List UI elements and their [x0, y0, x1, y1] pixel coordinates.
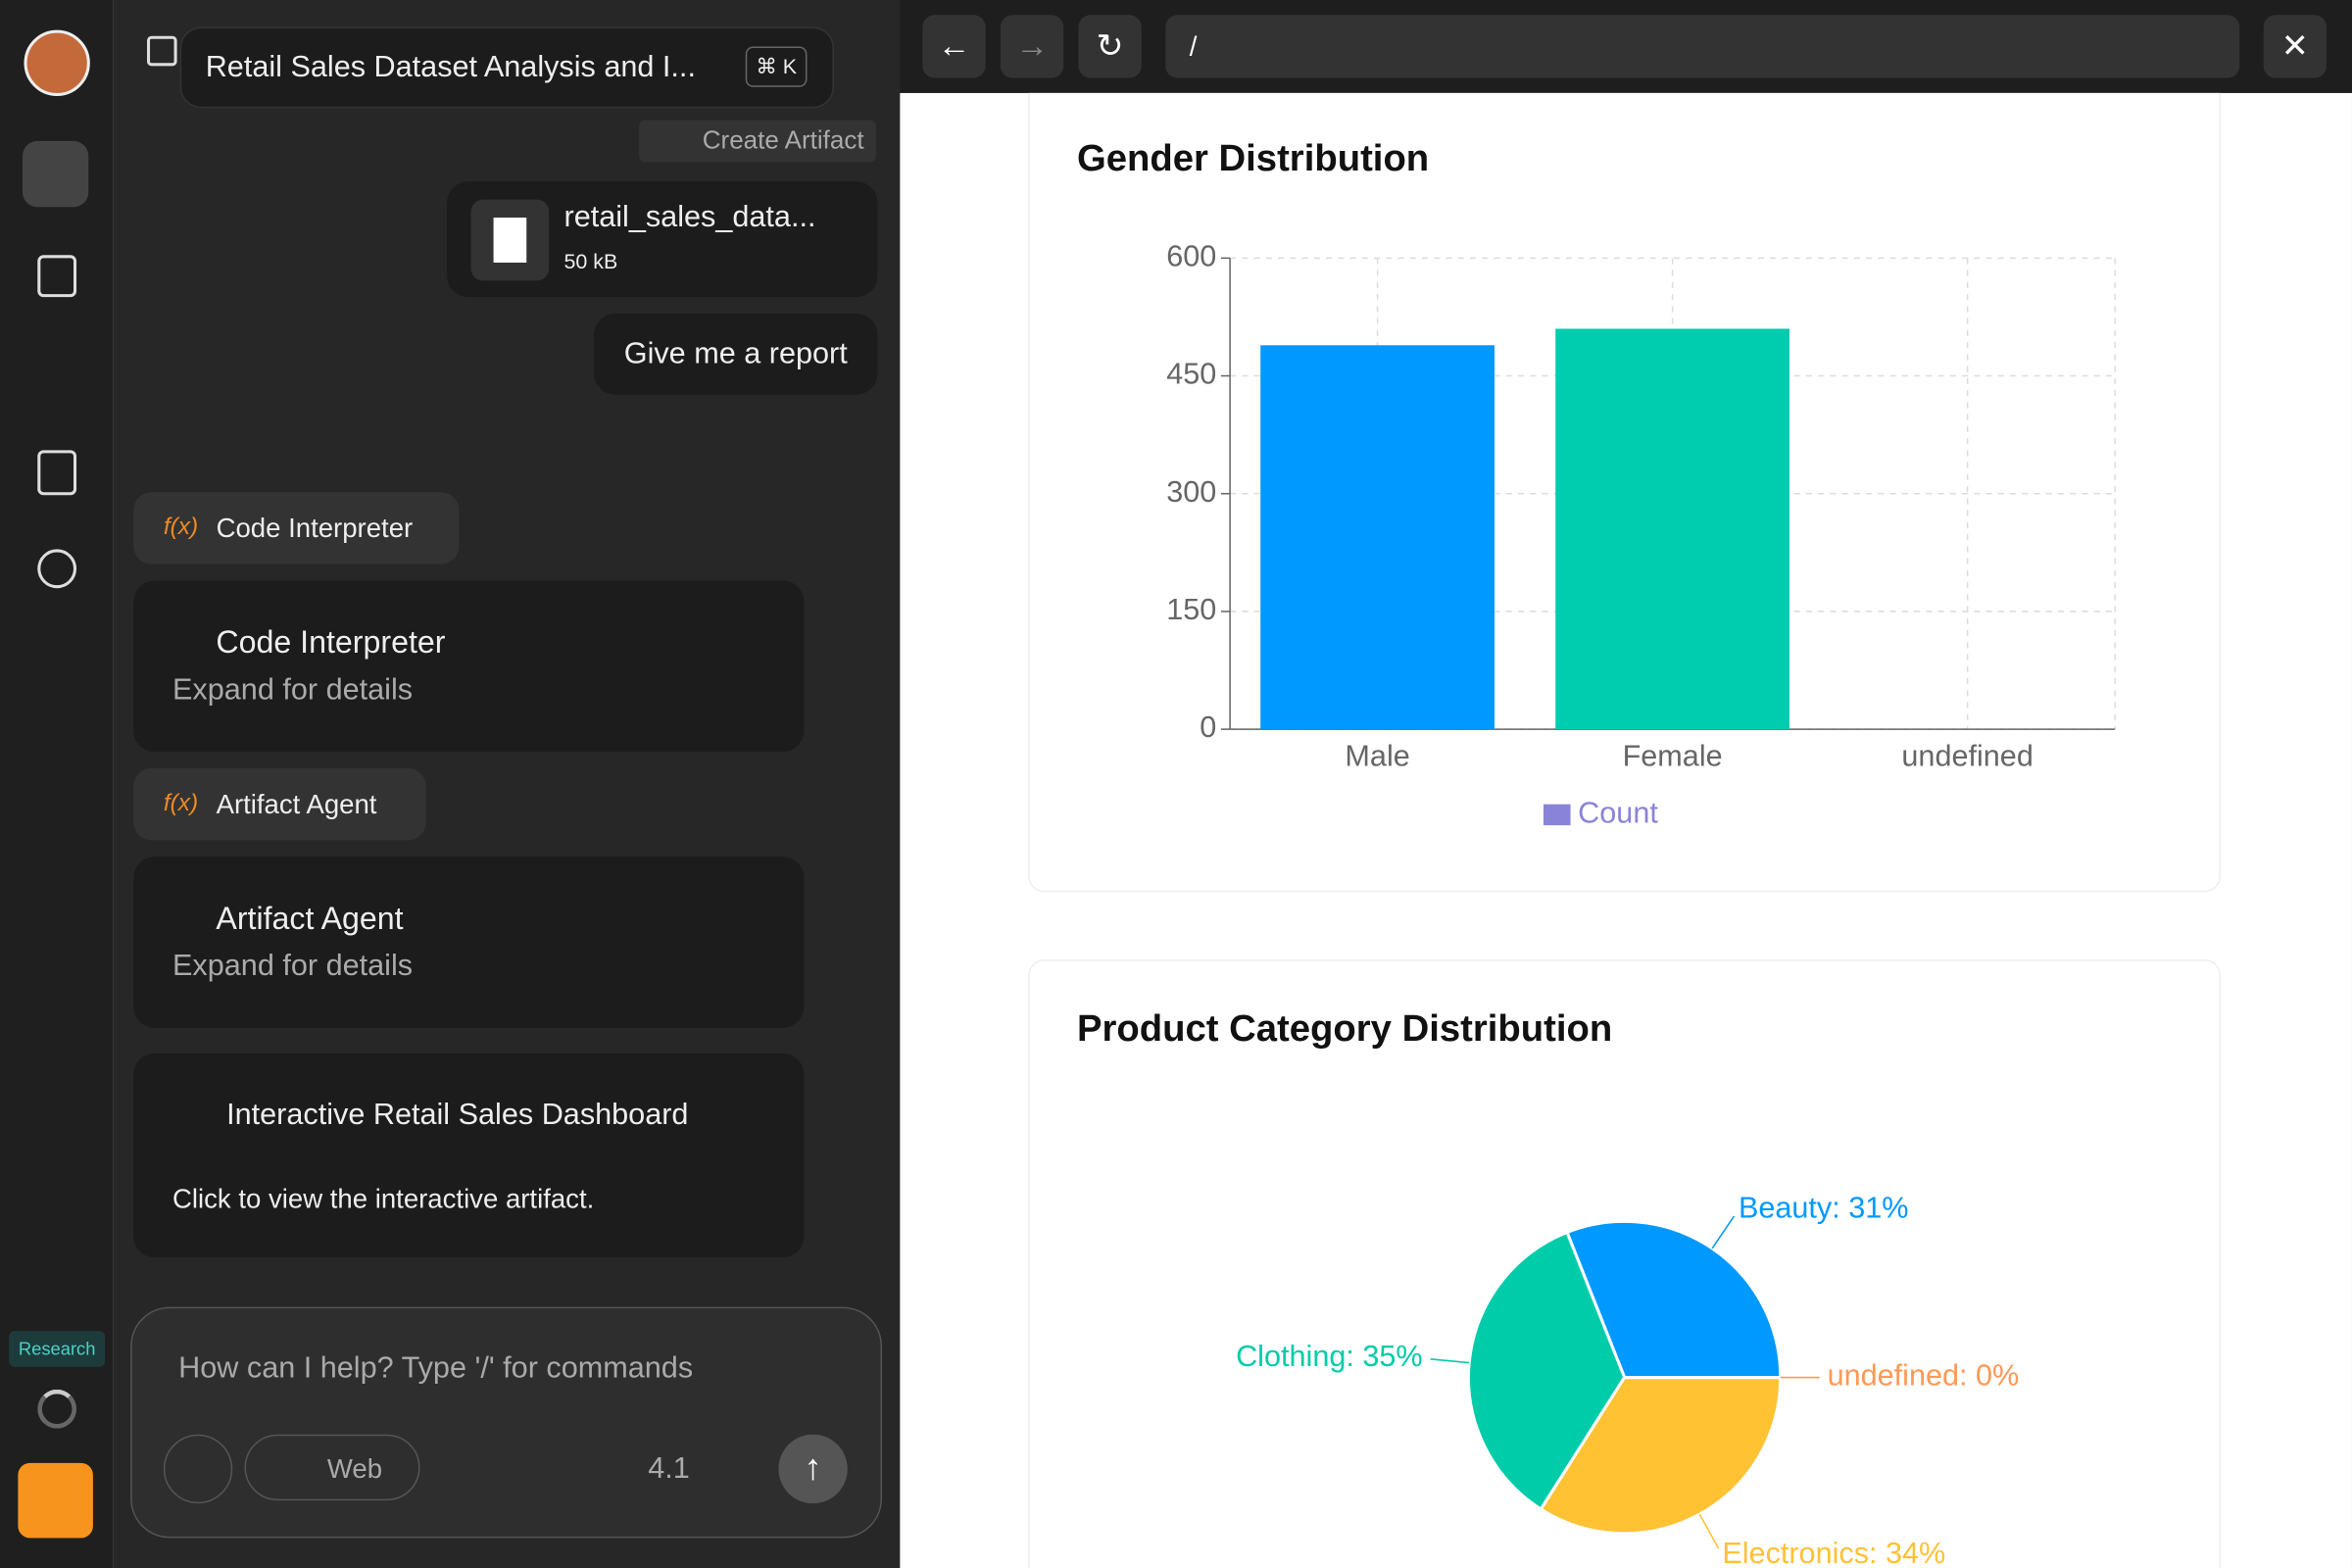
slice-label: Beauty: 31%	[1739, 1191, 1909, 1224]
artifact-title: Interactive Retail Sales Dashboard	[226, 1098, 689, 1132]
create-artifact[interactable]: Create Artifact	[639, 120, 876, 163]
shortcut: ⌘ K	[745, 46, 808, 87]
tool-tag: f(x) Artifact Agent	[133, 767, 426, 841]
file-glyph	[493, 218, 527, 263]
reload-button[interactable]: ↻	[1078, 15, 1142, 78]
tool-tag: f(x) Code Interpreter	[133, 492, 460, 564]
attach-button[interactable]	[163, 1434, 233, 1504]
tool-title: Code Interpreter	[216, 625, 446, 661]
web-button[interactable]: Web	[244, 1434, 420, 1501]
toggle-icon[interactable]	[146, 35, 177, 67]
y-tick-label: 300	[1166, 475, 1216, 509]
sidebar: Research	[0, 0, 115, 1568]
bar	[1555, 328, 1790, 730]
x-tick-label: undefined	[1901, 739, 2033, 772]
tool-tag-text: Artifact Agent	[216, 788, 377, 819]
tool-title: Artifact Agent	[216, 902, 404, 937]
x-tick-label: Male	[1345, 739, 1409, 772]
tool-card[interactable]: Artifact Agent Expand for details	[133, 857, 805, 1028]
slice-label: Clothing: 35%	[1236, 1340, 1423, 1373]
artifact-description: Click to view the interactive artifact.	[172, 1184, 595, 1214]
browser-toolbar: ← → ↻ / ✕	[900, 0, 2352, 93]
input-placeholder: How can I help? Type '/' for commands	[178, 1351, 694, 1386]
browser-content: Gender Distribution Product Category Dis…	[900, 92, 2352, 1568]
artifact-card[interactable]: Interactive Retail Sales Dashboard Click…	[133, 1053, 805, 1258]
fx-icon: f(x)	[163, 790, 199, 816]
bar	[1260, 345, 1494, 730]
title-bar[interactable]: Retail Sales Dataset Analysis and I... ⌘…	[179, 26, 835, 109]
chart-title: Gender Distribution	[1077, 137, 1429, 179]
avatar[interactable]	[24, 29, 90, 96]
y-tick-label: 150	[1166, 593, 1216, 626]
tool-card[interactable]: Code Interpreter Expand for details	[133, 580, 805, 753]
send-button[interactable]: ↑	[778, 1434, 848, 1504]
chat-title: Retail Sales Dataset Analysis and I...	[205, 51, 696, 84]
slice-label: Electronics: 34%	[1722, 1537, 1945, 1568]
y-tick-label: 450	[1166, 358, 1216, 391]
user-message: Give me a report	[594, 313, 878, 395]
file-name: retail_sales_data...	[564, 201, 816, 234]
spinner	[37, 1389, 77, 1429]
model[interactable]: 4.1	[648, 1452, 690, 1486]
announce-button[interactable]	[18, 1462, 93, 1539]
y-tick-label: 0	[1200, 710, 1216, 744]
tool-subtitle: Expand for details	[172, 673, 414, 708]
chat-panel: Retail Sales Dataset Analysis and I... ⌘…	[114, 0, 901, 1568]
nav-icon[interactable]	[22, 140, 89, 208]
x-tick-label: Female	[1623, 739, 1723, 772]
legend-swatch	[1543, 804, 1571, 826]
nav-icon[interactable]	[37, 450, 77, 496]
file-icon	[470, 199, 550, 281]
nav-icon[interactable]	[37, 549, 77, 589]
badge[interactable]: Research	[9, 1331, 106, 1367]
pie-slice	[1539, 1376, 1783, 1536]
tool-tag-text: Code Interpreter	[216, 512, 414, 543]
file-card[interactable]: retail_sales_data... 50 kB	[447, 181, 878, 298]
leader-line	[1698, 1513, 1720, 1549]
slice-label: undefined: 0%	[1828, 1359, 2020, 1393]
forward-button[interactable]: →	[1000, 15, 1064, 78]
leader-line	[1430, 1358, 1470, 1364]
input-box[interactable]: How can I help? Type '/' for commands We…	[130, 1306, 882, 1539]
close-button[interactable]: ✕	[2263, 15, 2327, 78]
url-bar[interactable]: /	[1165, 15, 2240, 78]
leader-line	[1711, 1215, 1736, 1250]
chart-title: Product Category Distribution	[1077, 1007, 1612, 1050]
file-size: 50 kB	[564, 249, 618, 273]
nav-icon[interactable]	[37, 255, 77, 298]
legend-label: Count	[1578, 796, 1658, 829]
fx-icon: f(x)	[163, 514, 199, 541]
tool-subtitle: Expand for details	[172, 950, 414, 983]
y-tick-label: 600	[1166, 239, 1216, 272]
back-button[interactable]: ←	[922, 15, 986, 78]
